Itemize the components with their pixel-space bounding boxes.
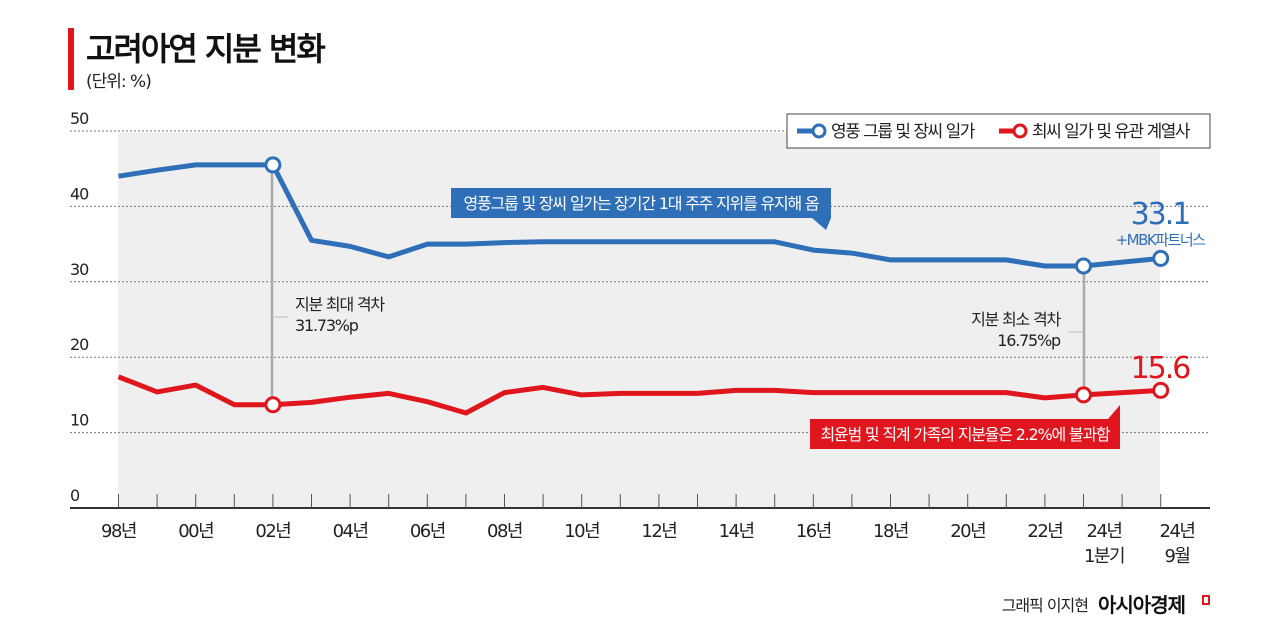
legend: 영풍 그룹 및 장씨 일가 최씨 일가 및 유관 계열사 bbox=[786, 113, 1211, 149]
x-tick-label: 18년 bbox=[873, 521, 908, 542]
x-tick-label: 14년 bbox=[719, 521, 754, 542]
x-tick-label: 06년 bbox=[410, 521, 445, 542]
callout-tail bbox=[812, 218, 831, 230]
data-point-marker bbox=[1152, 249, 1170, 267]
data-point-marker bbox=[1075, 386, 1092, 404]
y-tick-label: 0 bbox=[70, 486, 80, 505]
y-tick-label: 10 bbox=[70, 411, 89, 430]
x-tick-label: 24년 bbox=[1160, 521, 1195, 542]
legend-red-label: 최씨 일가 및 유관 계열사 bbox=[1032, 122, 1191, 142]
x-tick-label: 10년 bbox=[564, 521, 599, 542]
credit-text: 그래픽 이지현 bbox=[1002, 596, 1089, 615]
brand-mark-icon bbox=[1202, 595, 1210, 605]
data-point-marker bbox=[264, 396, 282, 414]
x-tick-label-sub: 9월 bbox=[1164, 546, 1189, 567]
x-tick-label: 02년 bbox=[255, 521, 290, 542]
data-point-marker bbox=[1075, 257, 1092, 275]
y-tick-label: 30 bbox=[70, 260, 89, 279]
x-tick-label: 04년 bbox=[333, 521, 368, 542]
min-gap-value: 16.75%p bbox=[997, 331, 1061, 350]
red-callout: 최윤범 및 직계 가족의 지분율은 2.2%에 불과함 bbox=[810, 405, 1120, 449]
min-gap-label: 지분 최소 격차 bbox=[971, 310, 1061, 329]
chart-title: 고려아연 지분 변화 bbox=[86, 30, 325, 68]
blue-end-value: 33.1 bbox=[1131, 197, 1190, 232]
max-gap-label: 지분 최대 격차 bbox=[295, 295, 385, 314]
red-end-value: 15.6 bbox=[1131, 351, 1191, 386]
unit-label: (단위: %) bbox=[86, 72, 151, 92]
x-tick-label: 16년 bbox=[796, 521, 831, 542]
x-tick-label: 98년 bbox=[101, 521, 136, 542]
blue-end-note: +MBK파트너스 bbox=[1116, 231, 1207, 249]
callout-tail bbox=[1108, 405, 1120, 419]
blue-callout: 영풍그룹 및 장씨 일가는 장기간 1대 주주 지위를 유지해 옴 bbox=[451, 188, 831, 230]
x-tick-label: 24년 bbox=[1087, 521, 1122, 542]
title-accent-bar bbox=[68, 28, 74, 90]
blue-callout-text: 영풍그룹 및 장씨 일가는 장기간 1대 주주 지위를 유지해 옴 bbox=[464, 194, 819, 213]
x-tick-label: 20년 bbox=[950, 521, 985, 542]
data-point-marker bbox=[264, 156, 282, 174]
y-tick-label: 20 bbox=[70, 335, 89, 354]
max-gap-value: 31.73%p bbox=[295, 316, 359, 335]
y-tick-label: 50 bbox=[70, 109, 89, 128]
x-tick-label-sub: 1분기 bbox=[1084, 546, 1124, 567]
x-tick-label: 22년 bbox=[1027, 521, 1062, 542]
red-callout-text: 최윤범 및 직계 가족의 지분율은 2.2%에 불과함 bbox=[820, 425, 1110, 444]
brand-logo: 아시아경제 bbox=[1098, 593, 1185, 617]
y-tick-label: 40 bbox=[70, 184, 89, 203]
x-tick-label: 00년 bbox=[178, 521, 213, 542]
x-tick-label: 12년 bbox=[641, 521, 676, 542]
legend-red-marker-icon bbox=[1012, 123, 1028, 139]
legend-blue-label: 영풍 그룹 및 장씨 일가 bbox=[831, 122, 976, 142]
x-tick-label: 08년 bbox=[487, 521, 522, 542]
data-point-marker bbox=[1152, 381, 1170, 399]
legend-blue-marker-icon bbox=[811, 123, 827, 139]
